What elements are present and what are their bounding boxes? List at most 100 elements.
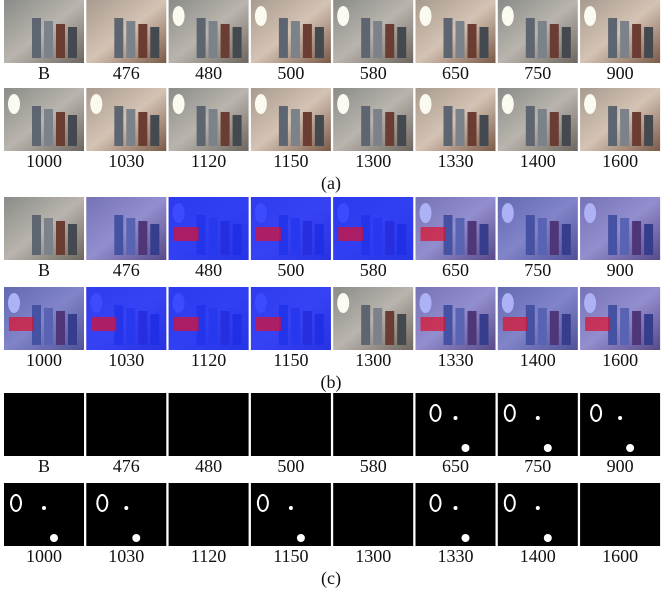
overlay-red bbox=[256, 317, 281, 331]
overlay-red bbox=[421, 317, 446, 331]
photo-object bbox=[456, 109, 465, 146]
photo-object bbox=[68, 115, 77, 146]
photo-object bbox=[620, 109, 629, 146]
photo-object bbox=[291, 21, 300, 58]
mask-blob bbox=[297, 534, 305, 542]
image-label: 1000 bbox=[26, 546, 62, 566]
mask-image bbox=[251, 483, 331, 546]
photo-object bbox=[44, 21, 53, 58]
thumbnail bbox=[4, 483, 84, 546]
photo-object bbox=[397, 314, 406, 345]
image-label: 900 bbox=[607, 63, 634, 83]
thumbnail bbox=[86, 483, 166, 546]
photo-object bbox=[468, 112, 477, 146]
photo-object bbox=[562, 115, 571, 146]
mask-blob bbox=[462, 444, 470, 452]
mask-blob bbox=[454, 506, 458, 510]
photo-object bbox=[150, 115, 159, 146]
photo-object bbox=[209, 21, 218, 58]
photo-object bbox=[644, 115, 653, 146]
mask-blob bbox=[536, 506, 540, 510]
image-label: 900 bbox=[607, 456, 634, 476]
image-label: 1330 bbox=[438, 151, 474, 171]
image-label: 1150 bbox=[273, 546, 308, 566]
image-label: 476 bbox=[113, 456, 140, 476]
photo-object bbox=[150, 27, 159, 58]
photo-light bbox=[173, 6, 185, 26]
thumbnail bbox=[498, 197, 578, 260]
thumbnail bbox=[86, 0, 166, 63]
image-label: 480 bbox=[195, 456, 222, 476]
thumbnail bbox=[4, 88, 84, 151]
overlay bbox=[580, 197, 660, 260]
panel-caption: (b) bbox=[321, 372, 342, 393]
photo-object bbox=[56, 112, 65, 146]
thumbnail bbox=[86, 287, 166, 350]
image-label: 1030 bbox=[108, 350, 144, 370]
photo-object bbox=[608, 106, 617, 146]
mask-image bbox=[580, 483, 660, 546]
photo-object bbox=[126, 21, 135, 58]
thumbnail bbox=[169, 483, 249, 546]
photo-object bbox=[620, 21, 629, 58]
photo-light bbox=[173, 94, 185, 114]
mask-image bbox=[333, 483, 413, 546]
thumbnail bbox=[333, 197, 413, 260]
photo-object bbox=[315, 27, 324, 58]
photo-object bbox=[444, 106, 453, 146]
image-label: 1300 bbox=[355, 350, 391, 370]
image-label: B bbox=[38, 456, 50, 476]
thumbnail bbox=[86, 197, 166, 260]
thumbnail bbox=[498, 483, 578, 546]
panel-caption: (c) bbox=[321, 568, 341, 589]
thumbnail bbox=[416, 0, 496, 63]
thumbnail bbox=[498, 88, 578, 151]
overlay-red bbox=[503, 317, 528, 331]
thumbnail bbox=[4, 287, 84, 350]
image-label: B bbox=[38, 63, 50, 83]
thumbnail bbox=[416, 483, 496, 546]
thumbnail bbox=[498, 393, 578, 456]
image-label: 580 bbox=[360, 456, 387, 476]
image-label: 1150 bbox=[273, 350, 308, 370]
image-label: 750 bbox=[524, 63, 551, 83]
photo-light bbox=[584, 6, 596, 26]
thumbnail bbox=[333, 88, 413, 151]
photo-object bbox=[632, 112, 641, 146]
mask-blob bbox=[462, 534, 470, 542]
thumbnail bbox=[169, 197, 249, 260]
thumbnail bbox=[86, 393, 166, 456]
image-label: 480 bbox=[195, 260, 222, 280]
image-label: 500 bbox=[277, 63, 304, 83]
photo-object bbox=[550, 112, 559, 146]
photo-light bbox=[502, 6, 514, 26]
thumbnail bbox=[416, 287, 496, 350]
thumbnail bbox=[498, 0, 578, 63]
photo-object bbox=[385, 112, 394, 146]
image-label: 580 bbox=[360, 63, 387, 83]
photo-object bbox=[68, 224, 77, 255]
photo-light bbox=[255, 6, 267, 26]
photo-object bbox=[233, 27, 242, 58]
thumbnail bbox=[333, 393, 413, 456]
photo-object bbox=[397, 27, 406, 58]
mask-image bbox=[4, 483, 84, 546]
mask-blob bbox=[50, 534, 58, 542]
photo-object bbox=[138, 112, 147, 146]
photo-object bbox=[44, 218, 53, 255]
photo-object bbox=[279, 18, 288, 58]
photo-object bbox=[644, 27, 653, 58]
photo-light bbox=[8, 94, 20, 114]
mask-image bbox=[416, 393, 496, 456]
image-label: 1000 bbox=[26, 151, 62, 171]
overlay-red bbox=[174, 227, 199, 241]
thumbnail bbox=[86, 88, 166, 151]
photo-light bbox=[255, 94, 267, 114]
image-label: 1030 bbox=[108, 546, 144, 566]
photo-object bbox=[197, 18, 206, 58]
mask-blob bbox=[544, 534, 552, 542]
photo-object bbox=[114, 18, 123, 58]
thumbnail bbox=[251, 393, 331, 456]
thumbnail bbox=[580, 287, 660, 350]
photo-object bbox=[468, 24, 477, 58]
